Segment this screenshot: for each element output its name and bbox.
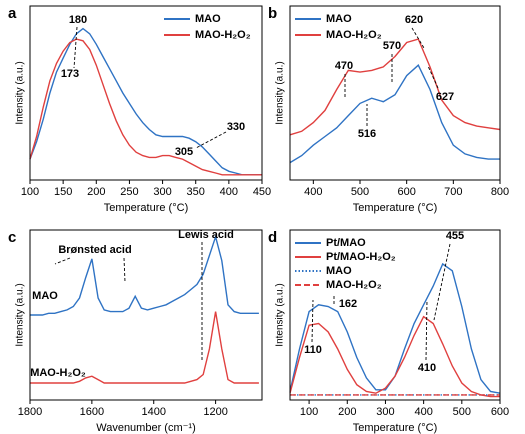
- plot-frame: [289, 5, 501, 181]
- legend-label: MAO-H₂O₂: [326, 29, 382, 41]
- annotation: MAO: [32, 290, 58, 302]
- x-axis-label: Temperature (°C): [104, 202, 188, 214]
- legend-label: MAO: [326, 265, 352, 277]
- legend-label: MAO-H₂O₂: [195, 29, 251, 41]
- plot-frame: [289, 229, 501, 401]
- panel-letter: b: [268, 5, 277, 22]
- series-line: [30, 234, 259, 316]
- leader-line: [123, 257, 126, 283]
- x-tick-label: 200: [87, 186, 105, 198]
- series-line: [289, 64, 500, 164]
- x-tick-label: 200: [338, 406, 356, 418]
- leader-line: [73, 26, 78, 69]
- x-tick-label: 150: [54, 186, 72, 198]
- annotation: MAO-H₂O₂: [30, 367, 86, 379]
- x-tick-label: 250: [120, 186, 138, 198]
- annotation: 110: [304, 344, 322, 356]
- x-tick-label: 1400: [141, 406, 165, 418]
- x-tick-label: 500: [351, 186, 369, 198]
- annotation: Lewis acid: [178, 229, 234, 241]
- x-tick-label: 350: [187, 186, 205, 198]
- series-line: [30, 311, 259, 384]
- y-axis-label: Intensity (a.u.): [275, 61, 286, 124]
- legend-label: MAO: [326, 13, 352, 25]
- plot-frame: [29, 229, 263, 401]
- series-line: [289, 315, 500, 398]
- panel-letter: d: [268, 229, 277, 246]
- x-tick-label: 1200: [203, 406, 227, 418]
- annotation: 180: [69, 14, 87, 26]
- leader-line: [54, 257, 71, 265]
- x-tick-label: 500: [453, 406, 471, 418]
- leader-line: [195, 131, 227, 149]
- series-line: [29, 38, 262, 176]
- x-tick-label: 600: [397, 186, 415, 198]
- legend-label: Pt/MAO-H₂O₂: [326, 251, 396, 263]
- annotation: 410: [418, 362, 436, 374]
- plot-frame: [29, 5, 263, 181]
- leader-line: [427, 65, 439, 89]
- x-tick-label: 100: [300, 406, 318, 418]
- x-tick-label: 600: [491, 406, 509, 418]
- leader-line: [425, 299, 428, 361]
- annotation: 570: [383, 40, 401, 52]
- x-axis-label: Temperature (°C): [353, 202, 437, 214]
- annotation: 516: [358, 128, 376, 140]
- y-axis-label: Intensity (a.u.): [15, 61, 26, 124]
- x-tick-label: 400: [304, 186, 322, 198]
- x-axis-label: Wavenumber (cm⁻¹): [96, 422, 196, 434]
- panel-letter: c: [8, 229, 16, 246]
- panel-letter: a: [8, 5, 17, 22]
- annotation: 455: [446, 230, 464, 242]
- x-tick-label: 700: [444, 186, 462, 198]
- x-tick-label: 300: [376, 406, 394, 418]
- y-axis-label: Intensity (a.u.): [275, 283, 286, 346]
- annotation: 173: [61, 68, 79, 80]
- x-tick-label: 400: [414, 406, 432, 418]
- x-tick-label: 300: [153, 186, 171, 198]
- x-tick-label: 450: [253, 186, 271, 198]
- series-line: [29, 27, 262, 176]
- annotation: 305: [175, 146, 193, 158]
- legend-label: MAO: [195, 13, 221, 25]
- legend-label: MAO-H₂O₂: [326, 279, 382, 291]
- x-tick-label: 1800: [18, 406, 42, 418]
- x-tick-label: 400: [220, 186, 238, 198]
- annotation: Brønsted acid: [58, 244, 131, 256]
- legend-label: Pt/MAO: [326, 237, 366, 249]
- annotation: 162: [339, 298, 357, 310]
- x-tick-label: 1600: [80, 406, 104, 418]
- annotation: 620: [405, 14, 423, 26]
- y-axis-label: Intensity (a.u.): [15, 283, 26, 346]
- leader-line: [311, 299, 314, 343]
- series-line: [289, 262, 501, 394]
- series-line: [289, 38, 501, 136]
- x-tick-label: 100: [21, 186, 39, 198]
- leader-line: [433, 243, 451, 321]
- annotation: 470: [335, 60, 353, 72]
- x-axis-label: Temperature (°C): [353, 422, 437, 434]
- annotation: 330: [227, 121, 245, 133]
- annotation: 627: [436, 91, 454, 103]
- leader-line: [411, 27, 425, 49]
- x-tick-label: 800: [491, 186, 509, 198]
